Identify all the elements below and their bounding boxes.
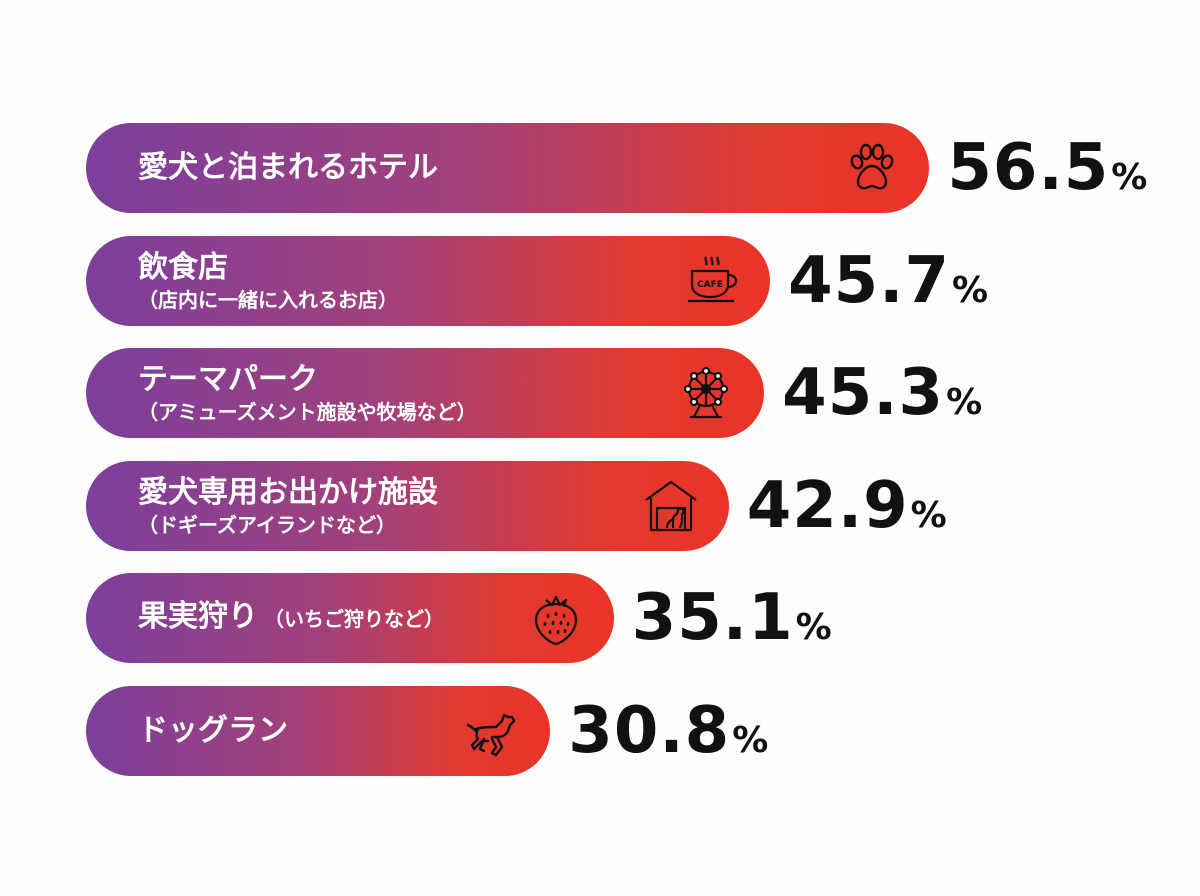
value-unit: %	[946, 382, 983, 423]
strawberry-icon	[528, 590, 584, 646]
category-subtitle: （店内に一緒に入れるお店）	[138, 287, 398, 312]
value-label: 42.9%	[747, 461, 947, 551]
bar-label: 飲食店 （店内に一緒に入れるお店）	[138, 236, 398, 326]
category-label: 愛犬と泊まれるホテル	[138, 149, 438, 187]
bar-3: テーマパーク （アミューズメント施設や牧場など）	[86, 348, 765, 438]
paw-icon	[843, 140, 899, 196]
category-label: 飲食店	[138, 249, 398, 287]
value-number: 30.8	[568, 693, 731, 768]
cafe-cup-icon: CAFE	[684, 253, 740, 309]
dog-house-icon	[643, 478, 699, 534]
value-label: 30.8%	[568, 686, 768, 776]
bar-label: テーマパーク （アミューズメント施設や牧場など）	[138, 348, 477, 438]
value-number: 56.5	[947, 131, 1110, 205]
value-unit: %	[1111, 157, 1148, 198]
value-unit: %	[910, 494, 947, 536]
value-number: 35.1	[631, 581, 794, 655]
bar-2: 飲食店 （店内に一緒に入れるお店） CAFE	[86, 235, 771, 326]
category-name: ドッグラン	[138, 712, 288, 748]
category-name: テーマパーク	[138, 362, 318, 397]
svg-text:CAFE: CAFE	[697, 280, 723, 290]
category-name: 愛犬専用お出かけ施設	[138, 474, 438, 510]
category-subtitle: （アミューズメント施設や牧場など）	[138, 400, 477, 424]
ferris-wheel-icon	[678, 365, 734, 421]
value-number: 45.3	[782, 356, 945, 430]
running-dog-icon	[464, 703, 520, 759]
bar-6: ドッグラン	[86, 685, 551, 776]
bar-label: 愛犬専用お出かけ施設 （ドギーズアイランドなど）	[138, 461, 438, 551]
value-number: 45.7	[788, 243, 950, 318]
value-label: 45.7%	[788, 236, 988, 326]
category-subtitle: （ドギーズアイランドなど）	[138, 512, 396, 537]
category-label: ドッグラン	[138, 712, 288, 750]
category-name: 果実狩り	[138, 599, 258, 634]
value-label: 45.3%	[782, 348, 982, 438]
value-unit: %	[951, 269, 989, 311]
bar-label: 愛犬と泊まれるホテル	[138, 123, 438, 213]
value-number: 42.9	[746, 468, 909, 543]
category-name: 愛犬と泊まれるホテル	[138, 150, 438, 185]
category-label: テーマパーク	[138, 361, 477, 399]
bar-label: 果実狩り （いちご狩りなど）	[138, 573, 444, 663]
bar-5: 果実狩り （いちご狩りなど）	[86, 573, 614, 663]
value-unit: %	[732, 719, 769, 761]
category-label: 愛犬専用お出かけ施設	[138, 474, 438, 512]
bar-1: 愛犬と泊まれるホテル	[86, 123, 930, 213]
category-name: 飲食店	[138, 249, 228, 285]
category-note: （いちご狩りなど）	[264, 607, 444, 631]
bar-4: 愛犬専用お出かけ施設 （ドギーズアイランドなど）	[86, 460, 729, 551]
bar-label: ドッグラン	[138, 686, 288, 776]
value-label: 35.1%	[632, 573, 832, 663]
value-unit: %	[795, 607, 832, 648]
category-label: 果実狩り （いちご狩りなど）	[138, 598, 444, 638]
value-label: 56.5%	[947, 123, 1147, 213]
